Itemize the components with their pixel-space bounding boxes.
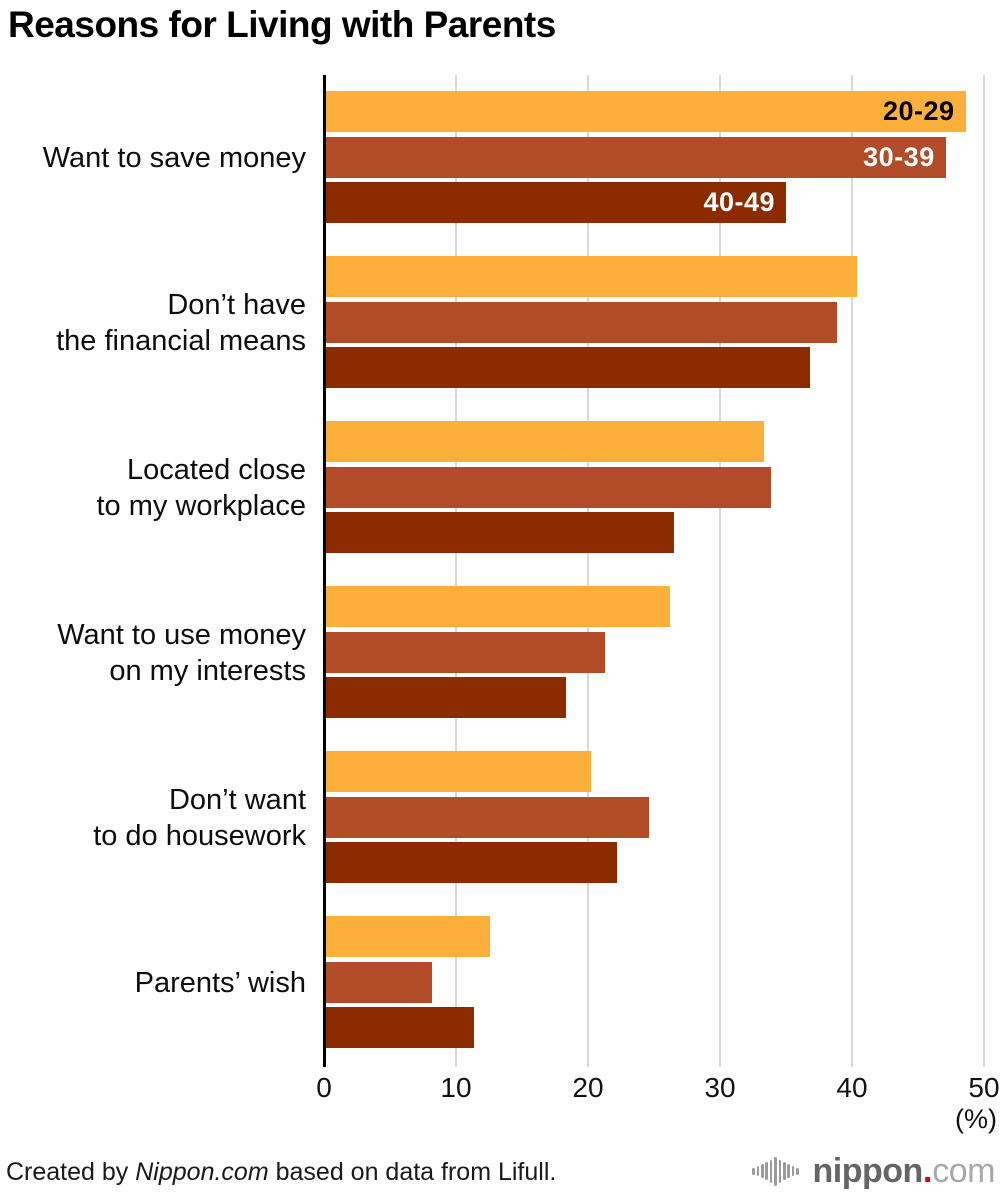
gridline-30 [719,75,721,1067]
credit-source: Nippon.com [135,1158,269,1186]
gridline-10 [455,75,457,1067]
gridline-20 [587,75,589,1067]
nippon-logo: nippon. com [752,1150,995,1192]
gridline-40 [851,75,853,1067]
x-tick-label-30: 30 [704,1072,736,1103]
bar-20-29-cat5 [324,751,591,792]
series-label-40-49: 40-49 [703,187,775,217]
category-label-3: Located close to my workplace [96,453,306,522]
x-axis-unit-label: (%) [955,1104,997,1134]
credit-suffix: based on data from Lifull. [268,1158,557,1186]
bar-20-29-cat1: 20-29 [324,91,966,132]
gridline-50 [983,75,985,1067]
page-title: Reasons for Living with Parents [8,4,556,45]
bar-30-39-cat5 [324,796,649,838]
soundwave-icon [752,1156,800,1186]
y-axis-line [322,75,326,1067]
bar-40-49-cat3 [324,512,674,553]
bar-20-29-cat2 [324,256,858,297]
bar-40-49-cat2 [324,347,810,388]
bar-20-29-cat3 [324,421,764,462]
bar-30-39-cat1: 30-39 [324,136,946,178]
category-label-5: Don’t want to do housework [93,783,306,852]
logo-text-com: com [932,1151,995,1190]
bar-20-29-cat6 [324,916,491,957]
category-label-4: Want to use money on my interests [57,618,306,687]
x-tick-label-0: 0 [316,1072,332,1103]
x-tick-label-50: 50 [968,1072,1000,1103]
x-tick-label-40: 40 [836,1072,868,1103]
category-label-1: Want to save money [42,141,306,174]
category-label-6: Parents’ wish [134,966,306,999]
bar-20-29-cat4 [324,586,670,627]
logo-text-dot: . [922,1151,933,1190]
bar-30-39-cat6 [324,961,433,1003]
bar-30-39-cat4 [324,631,606,673]
x-tick-label-10: 10 [440,1072,472,1103]
footer-credit: Created by Nippon.com based on data from… [6,1158,556,1187]
bar-40-49-cat4 [324,677,566,718]
bar-30-39-cat2 [324,301,838,343]
x-tick-label-20: 20 [572,1072,604,1103]
bar-30-39-cat3 [324,466,772,508]
bar-40-49-cat1: 40-49 [324,182,786,223]
credit-prefix: Created by [6,1158,136,1186]
bar-40-49-cat5 [324,842,618,883]
series-label-30-39: 30-39 [863,141,935,172]
category-label-2: Don’t have the financial means [56,288,306,357]
logo-text-nippon: nippon [812,1151,924,1190]
series-label-20-29: 20-29 [882,96,955,126]
bar-40-49-cat6 [324,1007,475,1048]
